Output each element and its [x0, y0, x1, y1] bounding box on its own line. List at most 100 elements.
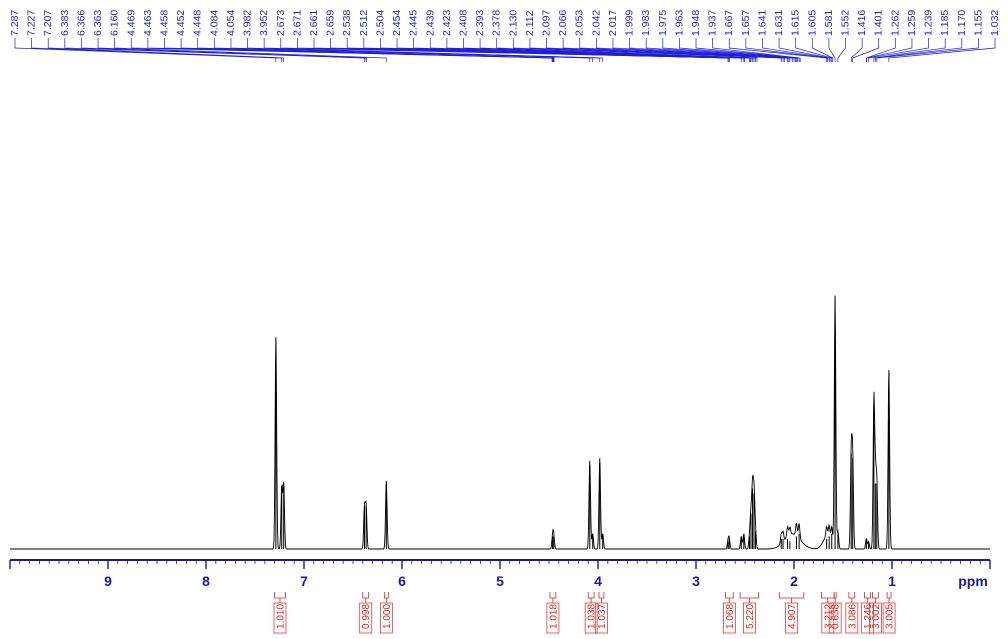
- peak-label: 1.185: [939, 10, 951, 36]
- peak-label: 1.259: [906, 10, 918, 36]
- integral-bracket: [274, 592, 286, 603]
- peak-label-leader: [888, 38, 996, 62]
- peak-label: 1.667: [723, 10, 735, 36]
- peak-label-leader: [695, 38, 800, 62]
- peak-label-leader: [712, 38, 801, 62]
- peak-label: 2.445: [408, 10, 420, 36]
- peak-label-leader: [850, 38, 863, 62]
- peak-label: 2.130: [507, 10, 519, 36]
- peak-label: 2.378: [491, 10, 503, 36]
- peak-label: 7.207: [42, 10, 54, 36]
- integral-box: [743, 602, 756, 634]
- integral-value: 5.220: [745, 604, 756, 629]
- integral-bracket: [848, 592, 856, 603]
- integral-box: [595, 602, 608, 634]
- x-axis: 9 8 7 6 5 4 3 2 1 ppm: [9, 559, 991, 589]
- peak-label: 1.416: [856, 10, 868, 36]
- peak-label-leader: [762, 38, 830, 62]
- peak-label-leader: [811, 38, 834, 62]
- integral-box: [861, 602, 874, 634]
- peak-label: 1.641: [756, 10, 768, 36]
- peak-label-layer: 7.287 7.227 7.207 6.383 6.366 6.363 6.160 4.469…: [9, 10, 1001, 62]
- integral-box: [868, 602, 882, 634]
- peak-label-leader: [679, 38, 798, 62]
- peak-label-leader: [662, 38, 797, 62]
- peak-label: 4.084: [208, 10, 220, 36]
- peak-label: 1.937: [707, 10, 719, 36]
- peak-label-leader: [745, 38, 828, 62]
- integral-bracket: [872, 592, 879, 603]
- peak-label: 1.999: [624, 10, 636, 36]
- peak-label-leader: [795, 38, 833, 62]
- x-tick-label: 8: [202, 573, 210, 589]
- peak-label: 1.155: [972, 10, 984, 36]
- peak-label: 4.463: [142, 10, 154, 36]
- integral-bracket: [587, 592, 595, 603]
- peak-label-leader: [645, 38, 797, 62]
- peak-label: 2.673: [275, 10, 287, 36]
- peak-label-leader: [865, 38, 896, 62]
- peak-label: 6.383: [59, 10, 71, 36]
- integral-value: 1.038: [587, 604, 598, 629]
- peak-label: 4.458: [158, 10, 170, 36]
- peak-label: 6.363: [92, 10, 104, 36]
- peak-label-leader: [876, 38, 979, 62]
- peak-label: 2.042: [590, 10, 602, 36]
- peak-label-leader: [579, 38, 790, 62]
- peak-label: 4.452: [175, 10, 187, 36]
- integral-value: 4.907: [787, 604, 798, 629]
- peak-label-leader: [496, 38, 758, 62]
- peak-label: 6.366: [75, 10, 87, 36]
- integral-layer: 1.010 0.998 1.000 1.018 1.038 1.037 1.068 5.220…: [273, 592, 896, 634]
- x-tick-label: 1: [888, 573, 896, 589]
- peak-label-leader: [778, 38, 831, 62]
- integral-bracket: [598, 592, 605, 603]
- peak-label-leader: [873, 38, 946, 62]
- peak-label: 1.983: [640, 10, 652, 36]
- peak-label: 2.423: [441, 10, 453, 36]
- peak-label: 1.948: [690, 10, 702, 36]
- peak-label: 2.538: [341, 10, 353, 36]
- peak-label-leader: [837, 38, 846, 62]
- peak-label-leader: [529, 38, 784, 62]
- peak-label: 3.982: [242, 10, 254, 36]
- peak-label-leader: [728, 38, 827, 62]
- peak-label: 4.469: [125, 10, 137, 36]
- peak-label: 2.066: [557, 10, 569, 36]
- x-tick-label: 4: [594, 573, 602, 589]
- peak-label-leader: [263, 38, 604, 62]
- peak-label: 7.287: [9, 10, 21, 36]
- peak-label: 2.112: [524, 10, 536, 36]
- integral-bracket: [778, 592, 805, 603]
- integral-value: 0.638: [831, 604, 842, 629]
- integral-box: [546, 602, 560, 634]
- peak-label-leader: [512, 38, 782, 62]
- integral-value: 3.086: [847, 604, 858, 629]
- peak-label: 2.097: [541, 10, 553, 36]
- x-tick-label: 5: [496, 573, 504, 589]
- integral-bracket: [833, 592, 837, 603]
- integral-bracket: [362, 592, 370, 603]
- peak-label-leader: [546, 38, 785, 62]
- integral-box: [722, 602, 736, 634]
- peak-label: 2.393: [474, 10, 486, 36]
- peak-label: 2.671: [291, 10, 303, 36]
- peak-label: 3.952: [258, 10, 270, 36]
- peak-label: 1.975: [657, 10, 669, 36]
- integral-bracket: [886, 592, 892, 603]
- x-tick-label: 7: [300, 573, 308, 589]
- integral-value: 0.998: [361, 604, 372, 629]
- peak-label-leader: [97, 38, 367, 62]
- spectrum-trace: [10, 295, 990, 550]
- peak-label: 1.657: [740, 10, 752, 36]
- integral-value: 3.002: [871, 604, 882, 629]
- peak-label: 1.262: [889, 10, 901, 36]
- peak-label: 7.227: [26, 10, 38, 36]
- x-tick-label: 3: [692, 573, 700, 589]
- peak-label: 1.605: [806, 10, 818, 36]
- integral-value: 1.000: [382, 604, 393, 629]
- peak-label-leader: [629, 38, 795, 62]
- peak-label-leader: [852, 38, 880, 62]
- peak-label: 1.631: [773, 10, 785, 36]
